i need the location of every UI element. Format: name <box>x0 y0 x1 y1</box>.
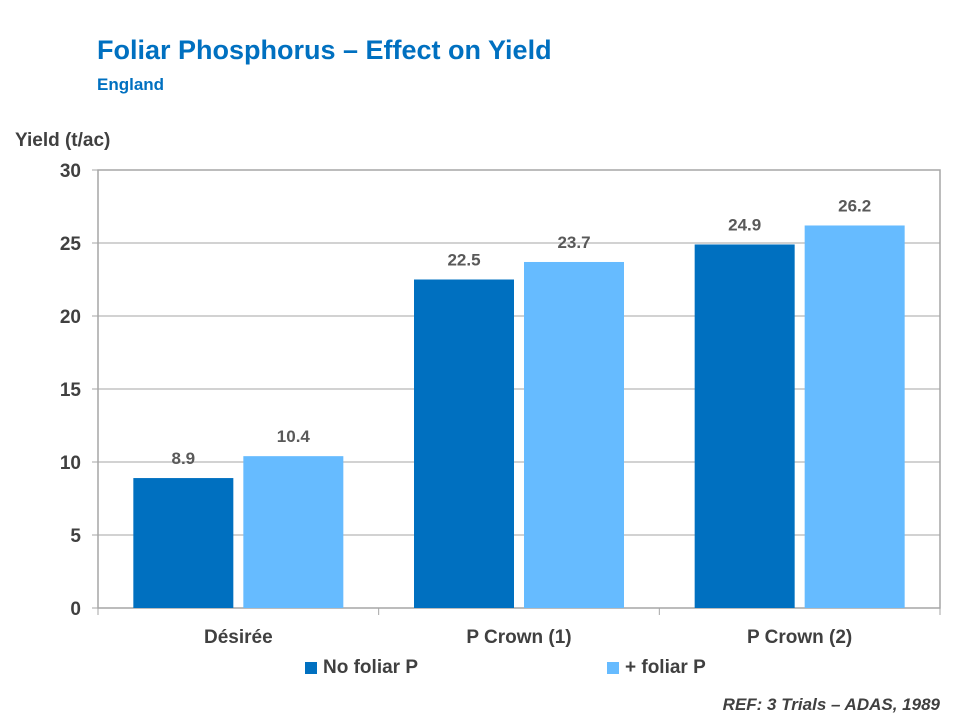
data-label-no-foliar-p-d-sir-e: 8.9 <box>172 449 196 468</box>
data-label-no-foliar-p-p-crown-1: 22.5 <box>447 251 480 270</box>
y-axis-label: Yield (t/ac) <box>15 130 111 151</box>
y-tick-label: 15 <box>60 380 82 401</box>
bar-foliar-p-p-crown-2 <box>804 225 905 609</box>
data-label-foliar-p-p-crown-2: 26.2 <box>838 196 871 215</box>
chart-subtitle: England <box>97 75 165 94</box>
y-tick-label: 10 <box>60 453 81 474</box>
y-tick-label: 25 <box>60 234 82 255</box>
y-tick-label: 30 <box>60 161 81 182</box>
y-tick-label: 0 <box>70 599 81 620</box>
legend-item-plus-foliar-p: + foliar P <box>607 657 706 679</box>
y-tick-label: 5 <box>70 526 81 547</box>
legend-swatch-no-foliar-p <box>305 662 317 674</box>
bar-foliar-p-p-crown-1 <box>524 261 624 608</box>
x-tick-label-p-crown-1: P Crown (1) <box>466 627 571 648</box>
data-label-foliar-p-p-crown-1: 23.7 <box>557 233 590 252</box>
x-tick-label-d-sir-e: Désirée <box>204 627 273 648</box>
legend: No foliar P + foliar P <box>0 657 960 683</box>
legend-swatch-plus-foliar-p <box>607 662 619 674</box>
legend-item-no-foliar-p: No foliar P <box>305 657 418 679</box>
bar-foliar-p-d-sir-e <box>243 456 344 608</box>
data-label-no-foliar-p-p-crown-2: 24.9 <box>728 215 761 234</box>
chart-title: Foliar Phosphorus – Effect on Yield <box>97 35 552 65</box>
x-tick-label-p-crown-2: P Crown (2) <box>747 627 852 648</box>
legend-label-no-foliar-p: No foliar P <box>323 657 419 678</box>
y-tick-label: 20 <box>60 307 81 328</box>
reference-note: REF: 3 Trials – ADAS, 1989 <box>722 695 940 714</box>
legend-label-plus-foliar-p: + foliar P <box>625 657 706 678</box>
bar-no-foliar-p-p-crown-1 <box>414 279 514 608</box>
data-label-foliar-p-d-sir-e: 10.4 <box>277 427 311 446</box>
bar-no-foliar-p-d-sir-e <box>133 478 234 608</box>
bar-no-foliar-p-p-crown-2 <box>694 244 795 608</box>
